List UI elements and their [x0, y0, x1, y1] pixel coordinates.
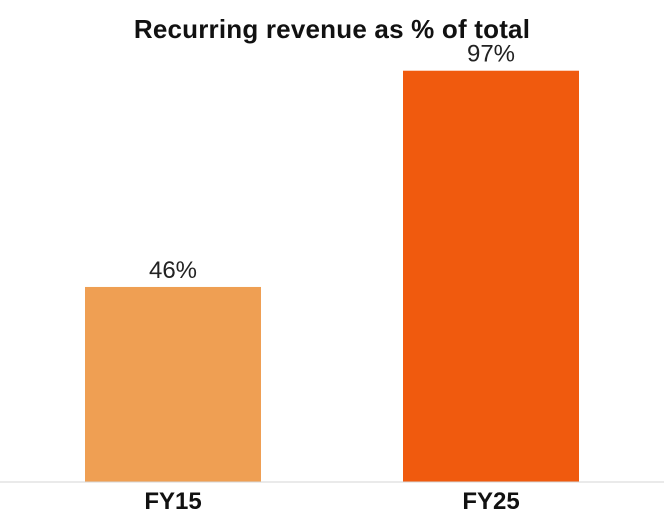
data-label-fy15: 46% — [149, 257, 197, 284]
x-tick-label-fy25: FY25 — [462, 488, 519, 515]
labels-layer: 46% FY15 97% FY25 — [144, 41, 519, 515]
chart-title: Recurring revenue as % of total — [133, 14, 531, 44]
bar-fy25 — [403, 70, 579, 482]
data-label-fy25: 97% — [467, 41, 515, 68]
bar-fy15 — [85, 286, 261, 482]
bars-layer — [85, 70, 579, 482]
x-tick-label-fy15: FY15 — [144, 488, 201, 515]
